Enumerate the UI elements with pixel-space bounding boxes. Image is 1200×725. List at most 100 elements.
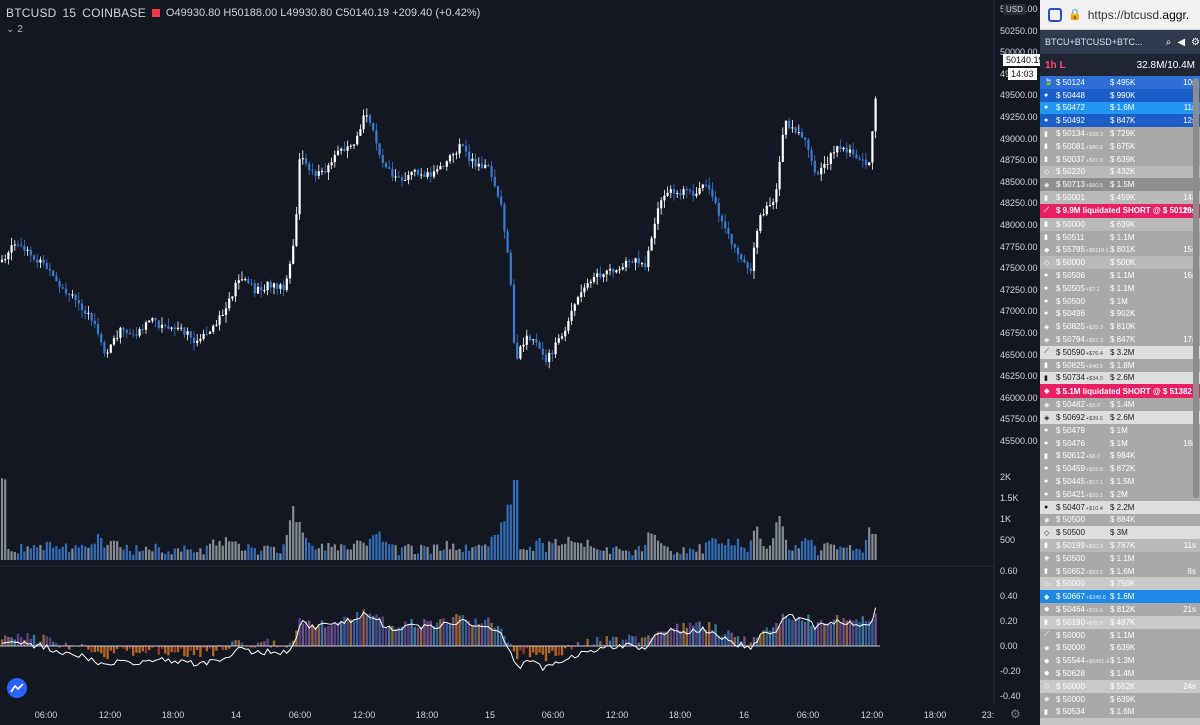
volume-bar xyxy=(554,538,557,560)
time-axis[interactable]: 06:00 12:00 18:00 14 06:00 12:00 18:00 15 06:00 1… xyxy=(0,705,995,725)
trade-row[interactable]: ◈ $ 50500 $ 884K xyxy=(1040,513,1200,527)
candle-body xyxy=(704,184,708,186)
trade-row[interactable]: ◇ $ 50220 $ 432K xyxy=(1040,165,1200,179)
oscillator-bar xyxy=(26,633,29,646)
trade-row[interactable]: ▮ $ 50000 $ 639K xyxy=(1040,217,1200,231)
chart-canvas[interactable] xyxy=(0,0,995,705)
browser-address-bar[interactable]: 🔒 https://btcusd.aggr. xyxy=(1040,0,1200,30)
chart-pane[interactable]: BTCUSD 15 COINBASE O49930.80 H50188.00 L… xyxy=(0,0,1047,725)
trade-row[interactable]: ● $ 50479 $ 1M xyxy=(1040,423,1200,437)
trade-row[interactable]: ▮ $ 50534 $ 1.6M xyxy=(1040,705,1200,719)
price-scale[interactable]: 50500.0050250.0050000.0049750.0049500.00… xyxy=(995,0,1040,725)
trade-row[interactable]: ◈ $ 50000 $ 639K xyxy=(1040,641,1200,655)
currency-button[interactable]: USD xyxy=(1003,4,1026,15)
candle-body xyxy=(282,284,285,290)
shield-icon[interactable] xyxy=(1048,7,1062,22)
trade-row[interactable]: ◆ $ 55795+$5118.1 $ 801K 15s xyxy=(1040,243,1200,257)
candle-body xyxy=(471,158,474,162)
trade-row[interactable]: ◈ $ 50500 $ 1.1M xyxy=(1040,551,1200,565)
trade-row[interactable]: ⟋ $ 50590+$76.4 $ 3.2M xyxy=(1040,345,1200,359)
lock-icon[interactable]: 🔒 xyxy=(1068,9,1082,21)
trade-row[interactable]: ▮ $ 50001 $ 459K 14s xyxy=(1040,191,1200,204)
trade-row[interactable]: ◆ $ 50628 $ 1.4M xyxy=(1040,667,1200,680)
exchange-icon: ● xyxy=(1044,465,1049,473)
oscillator-tick-label: 0.60 xyxy=(1000,566,1018,576)
trade-row[interactable]: ▮ $ 50734+$34.0 $ 2.6M xyxy=(1040,371,1200,385)
trade-row[interactable]: ◈ $ 50713+$60.5 $ 1.5M xyxy=(1040,178,1200,192)
volume-bar xyxy=(269,546,272,560)
trade-row[interactable]: ● $ 50459+$16.8 $ 872K xyxy=(1040,462,1200,476)
trade-row[interactable]: ▮ $ 50652+$83.5 $ 1.6M 8s xyxy=(1040,564,1200,578)
trade-row[interactable]: ● $ 50445+$17.1 $ 1.5M xyxy=(1040,475,1200,488)
trade-row[interactable]: ▮ $ 50612+$8.0 $ 984K xyxy=(1040,449,1200,463)
trade-row[interactable]: ▮ $ 50134+$38.3 $ 729K xyxy=(1040,127,1200,140)
trade-row[interactable]: ▮ $ 50511 $ 1.1M xyxy=(1040,230,1200,244)
trade-row[interactable]: ▮ $ 50081+$80.6 $ 675K xyxy=(1040,139,1200,153)
trade-row[interactable]: ▮ $ 50190+$73.0 $ 487K xyxy=(1040,615,1200,629)
volume-bar xyxy=(464,544,468,560)
trade-time: 11s xyxy=(1183,540,1196,550)
trade-row[interactable]: ● $ 50448 $ 990K xyxy=(1040,88,1200,102)
trade-row[interactable]: ● $ 50421+$15.1 $ 2M xyxy=(1040,487,1200,501)
trade-row[interactable]: ● $ 50407+$10.4 $ 2.2M xyxy=(1040,500,1200,514)
trade-row[interactable]: ⟋ $ 50000 $ 1.1M xyxy=(1040,628,1200,642)
oscillator-bar xyxy=(285,646,288,648)
trade-row[interactable]: ▮ $ 50199+$10.9 $ 787K 11s xyxy=(1040,539,1200,552)
trade-row[interactable]: ● $ 50472 $ 1.6M 11s xyxy=(1040,101,1200,115)
volume-bar xyxy=(807,540,810,560)
candle-body xyxy=(311,170,314,172)
exchange-icon: ● xyxy=(1044,284,1049,292)
trade-row[interactable]: ◈ $ 50692+$39.6 $ 2.6M xyxy=(1040,411,1200,424)
trade-row[interactable]: ◆ $ 50464+$15.6 $ 812K 21s xyxy=(1040,603,1200,616)
oscillator-bar xyxy=(704,629,708,646)
volume-bar xyxy=(618,549,621,560)
trade-row[interactable]: ◇ $ 50000 $ 750K xyxy=(1040,577,1200,591)
trade-row[interactable]: ◇ $ 50000 $ 552K 24s xyxy=(1040,679,1200,693)
timeframe-label[interactable]: 1h L xyxy=(1045,59,1066,71)
trade-price: $ 50000 xyxy=(1056,258,1085,268)
volume-bar xyxy=(407,543,410,560)
trade-row[interactable]: ◈ $ 50482+$8.0 $ 1.4M xyxy=(1040,398,1200,412)
trade-row[interactable]: ● $ 50496 $ 902K xyxy=(1040,307,1200,321)
trade-row[interactable]: ◇ $ 50500 $ 3M xyxy=(1040,526,1200,540)
candle-body xyxy=(317,171,320,176)
trade-row[interactable]: ● $ 50476 $ 1M 18s xyxy=(1040,436,1200,450)
trade-row[interactable]: ● $ 50506 $ 1.1M 16s xyxy=(1040,269,1200,282)
search-icon[interactable]: ⌕ xyxy=(1165,36,1172,48)
volume-bar xyxy=(544,552,548,560)
symbol-label[interactable]: BTCUSD xyxy=(6,6,57,20)
oscillator-bar xyxy=(157,646,160,655)
trade-time: 17s xyxy=(1183,335,1196,345)
scrollbar[interactable] xyxy=(1193,78,1199,498)
gear-icon[interactable]: ⚙ xyxy=(1191,36,1200,48)
candle-body xyxy=(157,320,160,329)
volume-bar xyxy=(77,547,80,560)
oscillator-bar xyxy=(327,625,330,646)
candle-body xyxy=(7,252,10,260)
price-tick-label: 47500.00 xyxy=(1000,263,1038,274)
trade-row[interactable]: ● $ 50500 $ 1M xyxy=(1040,294,1200,308)
trade-row[interactable]: ◈ $ 5.1M liquidated SHORT @ $ 51382 xyxy=(1040,384,1200,399)
trade-row[interactable]: ● $ 50492 $ 847K 12s xyxy=(1040,114,1200,128)
trade-row[interactable]: ◆ $ 55544+$5431.4 $ 1.3M xyxy=(1040,654,1200,668)
trade-row[interactable]: ◈ $ 50825+$25.3 $ 810K xyxy=(1040,320,1200,334)
pair-label[interactable]: BTCU+BTCUSD+BTC... xyxy=(1045,37,1143,47)
collapse-indicators-button[interactable]: ⌄ 2 xyxy=(6,24,23,35)
trade-list[interactable]: 🍃 $ 50124 $ 495K 10s ● $ 50448 $ 990K ● $ 50472 $… xyxy=(1040,76,1200,719)
trade-row[interactable]: ▮ $ 50037+$37.0 $ 639K xyxy=(1040,152,1200,166)
interval-label[interactable]: 15 xyxy=(62,6,77,20)
candle-body xyxy=(599,273,602,278)
url-text[interactable]: https://btcusd.aggr. xyxy=(1087,7,1190,22)
trade-row[interactable]: ◇ $ 50000 $ 500K xyxy=(1040,256,1200,270)
gear-icon[interactable]: ⚙ xyxy=(1010,707,1021,721)
trade-row[interactable]: ● $ 50505+$7.1 $ 1.1M xyxy=(1040,281,1200,295)
trade-row[interactable]: ▮ $ 50825+$40.5 $ 1.8M xyxy=(1040,358,1200,372)
speaker-icon[interactable]: ◀ xyxy=(1177,36,1186,48)
tradingview-logo-icon[interactable] xyxy=(7,678,27,698)
trade-row[interactable]: ◈ $ 50000 $ 639K xyxy=(1040,692,1200,706)
candle-body xyxy=(324,170,327,173)
trade-row[interactable]: ◆ $ 50667+$245.6 $ 1.6M xyxy=(1040,590,1200,604)
trade-row[interactable]: 🍃 $ 50124 $ 495K 10s xyxy=(1040,76,1200,89)
trade-row[interactable]: ⟋ $ 9.9M liquidated SHORT @ $ 50126 10s xyxy=(1040,203,1200,218)
trade-row[interactable]: ◈ $ 50794+$87.3 $ 847K 17s xyxy=(1040,333,1200,346)
